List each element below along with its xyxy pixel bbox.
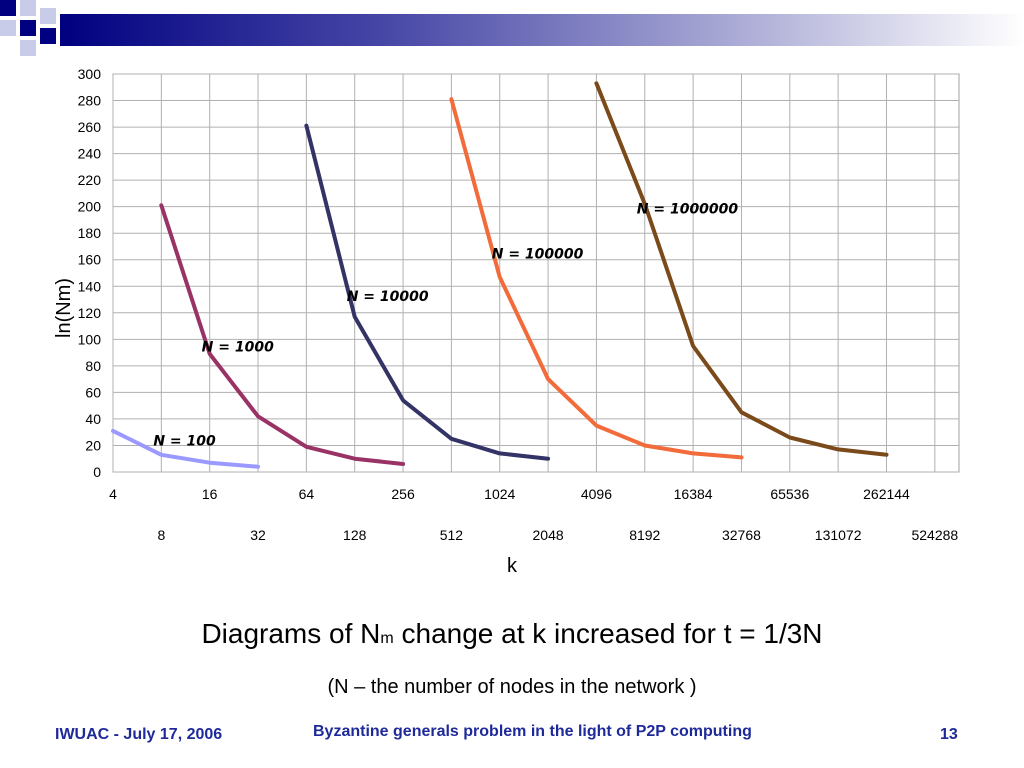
y-tick-label: 160 <box>78 252 102 268</box>
series-line-0 <box>111 428 260 469</box>
series-line-2 <box>304 123 551 461</box>
x-tick-label-upper: 1024 <box>484 486 515 502</box>
series-annotation: N = 1000000 <box>637 201 739 217</box>
footer-event: IWUAC - July 17, 2006 <box>55 726 223 743</box>
y-tick-label: 140 <box>78 278 102 294</box>
series-line-1 <box>159 203 406 466</box>
x-tick-label-upper: 4096 <box>581 486 612 502</box>
x-tick-label-lower: 512 <box>440 527 464 543</box>
label-layer: N = 100 N = 1000 N = 10000 N = 100000 N = 10… <box>153 201 738 449</box>
logo-square-navy-3 <box>40 28 56 44</box>
logo-square-light-4 <box>20 40 36 56</box>
y-tick-label: 240 <box>78 146 102 162</box>
x-tick-label-lower: 131072 <box>815 527 862 543</box>
x-tick-label-upper: 4 <box>109 486 117 502</box>
slide-caption: Diagrams of Nm change at k increased for… <box>0 618 1024 650</box>
x-tick-label-lower: 128 <box>343 527 367 543</box>
y-axis-title: ln(Nm) <box>53 278 75 338</box>
series-annotation: N = 100 <box>153 433 216 449</box>
x-tick-label-upper: 256 <box>391 486 415 502</box>
x-tick-label-upper: 64 <box>299 486 315 502</box>
x-tick-label-upper: 262144 <box>863 486 910 502</box>
y-tick-label: 100 <box>78 331 102 347</box>
header-bar <box>0 0 1024 56</box>
grid-layer <box>112 73 960 473</box>
y-tick-label: 300 <box>78 66 102 82</box>
series-layer <box>111 81 889 469</box>
x-tick-label-lower: 8192 <box>629 527 660 543</box>
slide-number: 13 <box>940 726 958 743</box>
header-gradient-band <box>60 14 1024 46</box>
x-tick-label-lower: 8 <box>157 527 165 543</box>
line-chart: 0 20 40 60 80 100 120 140 160 180 200 220 240 260 280 3… <box>53 66 960 577</box>
logo-square-light-3 <box>40 8 56 24</box>
x-tick-label-lower: 32768 <box>722 527 761 543</box>
series-annotation: N = 100000 <box>492 246 584 262</box>
y-tick-label: 0 <box>93 464 101 480</box>
x-tick-label-upper: 16384 <box>674 486 713 502</box>
logo-square-light-2 <box>0 20 16 36</box>
y-tick-label: 80 <box>85 358 101 374</box>
footer-title: Byzantine generals problem in the light … <box>313 723 752 740</box>
y-tick-label: 220 <box>78 172 102 188</box>
logo-square-navy-1 <box>0 0 16 16</box>
x-tick-label-lower: 2048 <box>533 527 564 543</box>
logo-square-navy-2 <box>20 20 36 36</box>
y-tick-label: 40 <box>85 411 101 427</box>
caption-rest: change at k increased for t = 1/3N <box>393 618 823 649</box>
logo-square-light-1 <box>20 0 36 16</box>
y-tick-label: 60 <box>85 384 101 400</box>
axis-layer: 0 20 40 60 80 100 120 140 160 180 200 220 240 260 280 3… <box>78 66 959 543</box>
y-tick-label: 280 <box>78 93 102 109</box>
series-line-4 <box>594 81 889 457</box>
caption-main: Diagrams of N <box>201 618 381 649</box>
y-tick-label: 260 <box>78 119 102 135</box>
x-tick-label-lower: 524288 <box>911 527 958 543</box>
y-tick-label: 180 <box>78 225 102 241</box>
y-tick-label: 120 <box>78 305 102 321</box>
y-tick-label: 20 <box>85 437 101 453</box>
series-line-3 <box>449 97 744 460</box>
slide-subcaption: (N – the number of nodes in the network … <box>327 676 697 698</box>
x-axis-title: k <box>507 555 518 577</box>
series-annotation: N = 10000 <box>347 289 429 305</box>
y-tick-label: 200 <box>78 199 102 215</box>
plot-area <box>112 73 960 473</box>
x-tick-label-upper: 65536 <box>770 486 809 502</box>
caption-subscript: m <box>380 630 394 647</box>
x-tick-label-lower: 32 <box>250 527 266 543</box>
series-annotation: N = 1000 <box>202 339 274 355</box>
x-tick-label-upper: 16 <box>202 486 218 502</box>
